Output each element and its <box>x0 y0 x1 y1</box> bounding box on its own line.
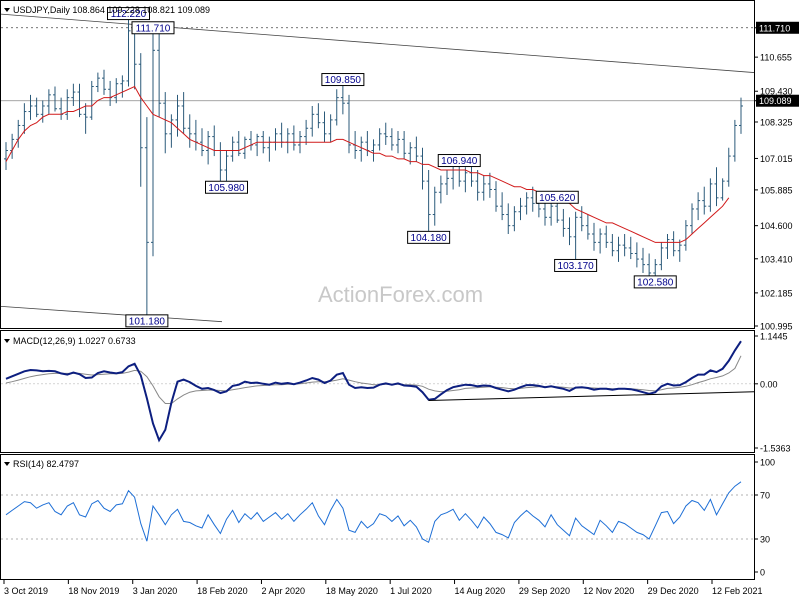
x-tick-label: 18 Nov 2019 <box>68 586 119 596</box>
annotation-box <box>131 21 175 35</box>
rsi-tick-label: 100 <box>760 458 775 468</box>
macd-main-line <box>5 340 742 443</box>
annotation-box <box>535 190 579 204</box>
dropdown-arrow-icon[interactable] <box>4 8 10 12</box>
price-annotations: 112.220 111.710 109.850 105.980 101.180 106.9… <box>107 7 677 328</box>
price-tick-label: 103.410 <box>760 254 793 264</box>
macd-trendline <box>428 391 755 402</box>
price-tick-label: 104.600 <box>760 221 793 231</box>
watermark: ActionForex.com <box>318 282 483 307</box>
x-tick-label: 29 Dec 2020 <box>648 586 699 596</box>
annotation-box <box>125 314 169 328</box>
annotation-label: 105.620 <box>539 193 576 204</box>
annotation-label: 112.220 <box>111 9 147 20</box>
rsi-tick-label: 0 <box>760 568 765 578</box>
macd-tick-label: -1.5363 <box>760 444 791 454</box>
x-tick-label: 2 Apr 2020 <box>261 586 305 596</box>
annotation-label: 106.940 <box>441 156 478 167</box>
annotation-box <box>107 7 150 21</box>
rsi-y-axis: 100 70 30 0 <box>754 458 775 578</box>
annotation-label: 103.170 <box>558 261 595 272</box>
price-trendlines <box>0 13 755 323</box>
price-tick-label: 108.325 <box>760 117 793 127</box>
annotation-label: 102.580 <box>637 277 674 288</box>
annotation-label: 101.180 <box>129 316 166 327</box>
x-tick-label: 1 Jul 2020 <box>390 586 432 596</box>
price-tag-box <box>756 94 799 107</box>
upper-trendline <box>0 13 755 73</box>
lower-trendline <box>0 305 223 323</box>
macd-lines <box>1 340 755 443</box>
price-tick-label: 100.995 <box>760 322 793 332</box>
x-tick-label: 12 Feb 2021 <box>712 586 763 596</box>
rsi-dropdown-arrow-icon[interactable] <box>4 462 10 466</box>
x-tick-label: 29 Sep 2020 <box>519 586 570 596</box>
price-tag-label: 111.710 <box>759 23 790 33</box>
macd-y-axis: 1.1445 0.00 -1.5363 <box>754 332 791 454</box>
annotation-box <box>633 275 677 289</box>
rsi-tick-label: 70 <box>760 491 770 501</box>
macd-pane <box>0 330 755 453</box>
annotation-box <box>437 154 481 168</box>
price-reference-lines <box>1 27 754 102</box>
price-tick-label: 107.015 <box>760 154 793 164</box>
price-tick-label: 105.885 <box>760 185 793 195</box>
x-tick-label: 18 Feb 2020 <box>197 586 248 596</box>
annotation-box <box>321 73 365 87</box>
price-tick-label: 102.185 <box>760 288 793 298</box>
macd-dropdown-arrow-icon[interactable] <box>4 339 10 343</box>
x-tick-label: 18 May 2020 <box>326 586 378 596</box>
ma-polyline <box>5 85 730 243</box>
price-tick-label: 109.430 <box>760 87 793 97</box>
annotation-box <box>205 180 248 194</box>
symbol-header: USDJPY,Daily 108.864 109.228 108.821 109… <box>13 5 210 15</box>
annotation-label: 109.850 <box>325 75 362 86</box>
price-pane <box>0 0 755 329</box>
rsi-polyline <box>5 481 742 544</box>
rsi-line <box>1 481 754 544</box>
price-tag-label: 109.089 <box>759 96 792 106</box>
rsi-header: RSI(14) 82.4797 <box>13 459 79 469</box>
price-tick-label: 110.655 <box>760 53 792 63</box>
macd-tick-label: 0.00 <box>760 379 778 389</box>
rsi-tick-label: 30 <box>760 535 770 545</box>
x-tick-label: 3 Jan 2020 <box>133 586 178 596</box>
annotation-label: 105.980 <box>208 183 245 194</box>
moving-average-line <box>5 85 730 243</box>
x-tick-label: 3 Oct 2019 <box>4 586 48 596</box>
annotation-box <box>407 230 451 244</box>
macd-tick-label: 1.1445 <box>760 332 788 342</box>
x-tick-label: 12 Nov 2020 <box>583 586 634 596</box>
x-tick-label: 14 Aug 2020 <box>455 586 506 596</box>
annotation-label: 111.710 <box>136 23 171 34</box>
annotation-box <box>554 258 598 272</box>
annotation-label: 104.180 <box>411 233 448 244</box>
price-tag-box <box>756 21 799 34</box>
macd-header: MACD(12,26,9) 1.0227 0.6733 <box>13 336 136 346</box>
date-x-axis: 3 Oct 2019 18 Nov 2019 3 Jan 2020 18 Feb 20… <box>3 580 763 596</box>
